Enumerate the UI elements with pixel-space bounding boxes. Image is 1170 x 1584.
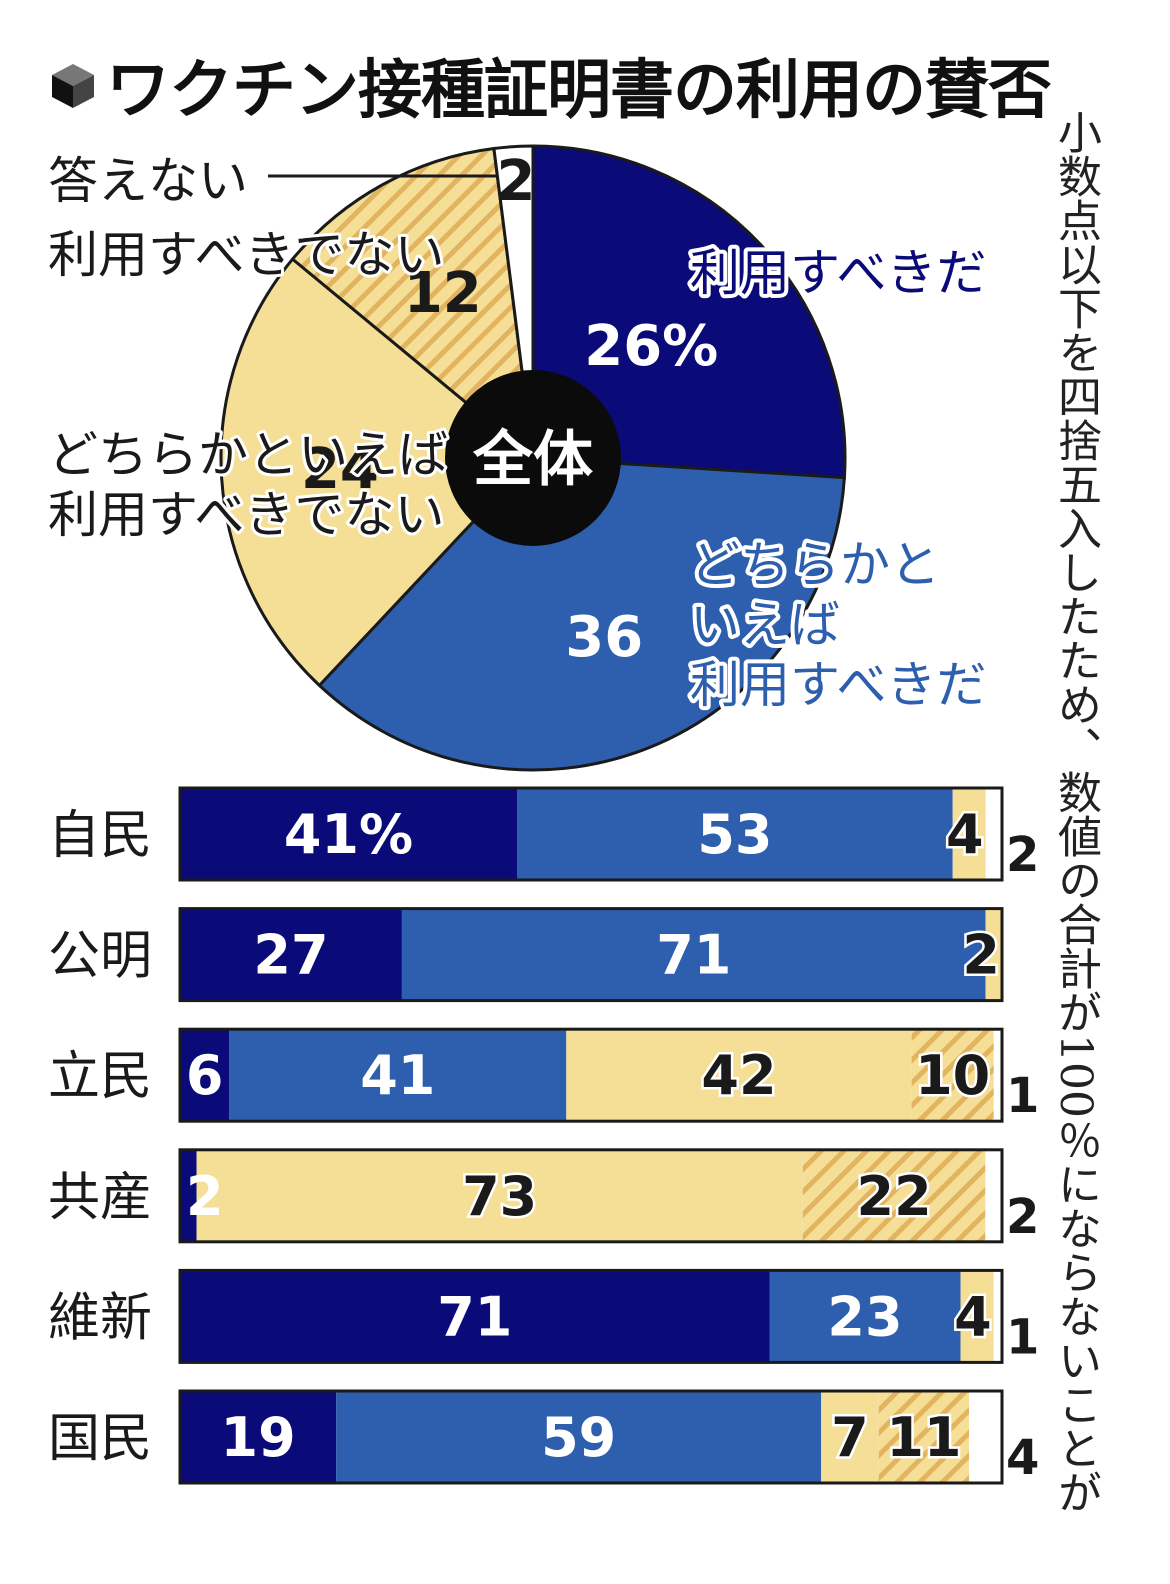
bar-value-label-5-1: 59 xyxy=(541,1406,616,1469)
bar-segment-2-4 xyxy=(993,1029,1002,1122)
pie-category-label-4-0: 答えない xyxy=(48,152,248,210)
pie-category-label-2-1: 利用すべきでない xyxy=(48,486,445,544)
bar-value-label-4-4: 1 xyxy=(1006,1309,1039,1365)
bar-value-label-2-0: 6 xyxy=(186,1044,224,1107)
bar-value-label-2-1: 41 xyxy=(360,1044,435,1107)
bar-value-label-0-1: 53 xyxy=(697,803,772,866)
bar-segment-5-3 xyxy=(878,1391,970,1483)
stacked-bar-chart: 自民 41% 53 4 2公明 27 71 2立民 6 41 42 10 1共産 2 73 22 2維新 71 23… xyxy=(48,786,1042,1489)
bar-segment-0-2 xyxy=(952,788,986,880)
bar-segment-2-1 xyxy=(229,1029,567,1122)
pie-chart: 全体26%3624122利用すべきだどちらかといえば利用すべきだどちらかといえば… xyxy=(45,144,991,772)
bar-value-label-3-0: 2 xyxy=(186,1165,224,1228)
pie-center-disc xyxy=(445,370,621,546)
pie-center-label: 全体 xyxy=(472,425,593,495)
bar-value-label-4-0: 71 xyxy=(437,1285,512,1348)
bar-category-label-0: 自民 xyxy=(48,806,152,866)
bar-value-label-5-0: 19 xyxy=(221,1406,296,1469)
bar-segment-4-1 xyxy=(769,1270,961,1363)
bar-value-label-5-2: 7 xyxy=(831,1406,869,1469)
bar-category-label-5: 国民 xyxy=(48,1409,152,1469)
bar-segment-3-4 xyxy=(985,1149,1002,1242)
pie-value-label-4: 2 xyxy=(497,149,536,214)
bar-value-label-0-0: 41% xyxy=(284,803,413,866)
bar-segment-2-0 xyxy=(180,1029,230,1122)
bar-segment-1-2 xyxy=(985,908,1002,1001)
pie-slice-3 xyxy=(290,146,535,462)
bar-value-label-2-4: 1 xyxy=(1006,1068,1039,1124)
bar-segment-2-3 xyxy=(911,1029,994,1122)
bar-segment-3-3 xyxy=(802,1149,986,1242)
bar-value-label-2-2: 42 xyxy=(701,1044,776,1107)
bar-segment-1-0 xyxy=(180,908,402,1001)
pie-value-label-2: 24 xyxy=(301,437,379,502)
bar-segment-0-1 xyxy=(517,788,953,880)
pie-category-label-0-0: 利用すべきだ xyxy=(690,244,987,302)
bar-value-label-3-3: 22 xyxy=(857,1165,932,1228)
bar-value-label-4-1: 23 xyxy=(827,1285,902,1348)
pie-category-label-1-2: 利用すべきだ xyxy=(690,656,987,714)
bar-value-label-5-4: 4 xyxy=(1006,1430,1039,1486)
bar-segment-3-2 xyxy=(196,1149,803,1242)
pie-slice-2 xyxy=(219,256,536,688)
bar-outline-5 xyxy=(178,1389,1004,1485)
bar-value-label-1-1: 71 xyxy=(656,924,731,987)
bar-segment-4-2 xyxy=(960,1270,994,1363)
bar-segment-1-1 xyxy=(401,908,986,1001)
chart-title-row: ワクチン接種証明書の利用の賛否 xyxy=(48,40,1052,130)
pie-category-label-1-0: どちらかと xyxy=(690,536,940,594)
bar-segment-5-2 xyxy=(821,1391,879,1483)
bar-outline-0 xyxy=(178,786,1004,882)
bar-value-label-4-2: 4 xyxy=(954,1285,992,1348)
pie-value-label-3: 12 xyxy=(404,261,482,326)
pie-slice-0 xyxy=(531,144,847,480)
bar-value-label-0-4: 2 xyxy=(1006,827,1039,883)
bar-segment-0-0 xyxy=(180,788,517,880)
bar-value-label-1-0: 27 xyxy=(253,924,328,987)
bar-outline-1 xyxy=(178,907,1004,1003)
bar-value-label-1-2: 2 xyxy=(962,924,1000,987)
bar-segment-4-4 xyxy=(993,1270,1002,1363)
cube-icon xyxy=(52,64,94,108)
bar-value-label-3-2: 73 xyxy=(462,1165,537,1228)
bar-segment-4-0 xyxy=(180,1270,770,1363)
pie-value-label-0: 26% xyxy=(584,314,718,379)
bar-segment-5-0 xyxy=(180,1391,337,1483)
bar-segment-5-1 xyxy=(336,1391,822,1483)
chart-title: ワクチン接種証明書の利用の賛否 xyxy=(106,54,1052,128)
bar-outline-4 xyxy=(178,1268,1004,1364)
bar-category-label-2: 立民 xyxy=(48,1047,152,1107)
bar-segment-2-2 xyxy=(566,1029,912,1122)
pie-category-label-3-0: 利用すべきでない xyxy=(48,226,445,284)
bar-value-label-5-3: 11 xyxy=(886,1406,961,1469)
bar-value-label-2-3: 10 xyxy=(915,1044,990,1107)
bar-category-label-4: 維新 xyxy=(48,1288,152,1348)
bar-segment-3-0 xyxy=(180,1149,197,1242)
footnote: 小数点以下を四捨五入したため、数値の合計が100％にならないことがある xyxy=(1050,110,1101,1510)
bar-outline-3 xyxy=(178,1148,1004,1244)
bar-segment-5-4 xyxy=(969,1391,1002,1483)
bar-category-label-1: 公明 xyxy=(48,927,152,987)
pie-value-label-1: 36 xyxy=(565,605,643,670)
pie-category-label-2-0: どちらかといえば xyxy=(48,426,448,484)
pie-slice-1 xyxy=(317,456,846,772)
pie-category-label-1-1: いえば xyxy=(690,596,840,654)
bar-value-label-3-4: 2 xyxy=(1006,1189,1039,1245)
bar-value-label-0-2: 4 xyxy=(946,803,984,866)
bar-outline-2 xyxy=(178,1027,1004,1123)
bar-category-label-3: 共産 xyxy=(48,1168,152,1228)
bar-segment-0-4 xyxy=(985,788,1002,880)
